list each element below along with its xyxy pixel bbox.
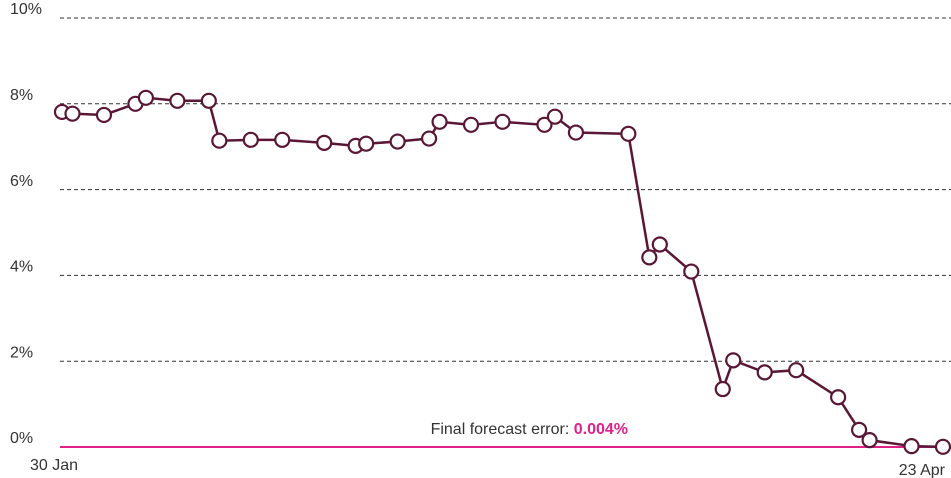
point xyxy=(316,134,333,151)
y-tick-label: 10% xyxy=(10,1,42,18)
point xyxy=(850,421,868,438)
point xyxy=(389,133,406,150)
point xyxy=(714,380,731,398)
annotation-text: Final forecast error: xyxy=(431,421,574,438)
point xyxy=(620,125,637,142)
point xyxy=(420,130,438,147)
point xyxy=(169,92,186,109)
point xyxy=(861,432,878,449)
point xyxy=(934,438,951,455)
y-tick-label: 2% xyxy=(10,344,33,361)
point xyxy=(683,263,700,280)
point xyxy=(95,106,113,124)
point xyxy=(756,364,773,381)
point xyxy=(903,438,920,455)
point xyxy=(64,105,81,122)
point xyxy=(274,131,291,148)
annotation: Final forecast error: 0.004% xyxy=(431,421,628,438)
point xyxy=(211,132,228,149)
point xyxy=(200,92,217,109)
point xyxy=(651,236,668,253)
line xyxy=(61,96,944,449)
point xyxy=(462,116,480,133)
x-tick-label: 23 Apr xyxy=(899,462,946,478)
point xyxy=(536,116,553,133)
point xyxy=(725,352,742,369)
y-tick-label: 0% xyxy=(10,430,33,447)
point xyxy=(546,108,564,125)
x-tick-label: 30 Jan xyxy=(30,457,78,474)
annotation-highlight: 0.004% xyxy=(574,421,628,438)
point xyxy=(358,135,375,152)
y-tick-label: 4% xyxy=(10,259,33,276)
point xyxy=(242,131,259,148)
point xyxy=(830,389,847,406)
y-tick-label: 6% xyxy=(10,173,33,190)
point xyxy=(137,89,155,106)
point xyxy=(641,249,658,266)
point xyxy=(431,113,448,130)
point xyxy=(788,362,805,379)
point xyxy=(494,113,511,130)
point xyxy=(567,124,585,141)
y-tick-label: 8% xyxy=(10,87,33,104)
